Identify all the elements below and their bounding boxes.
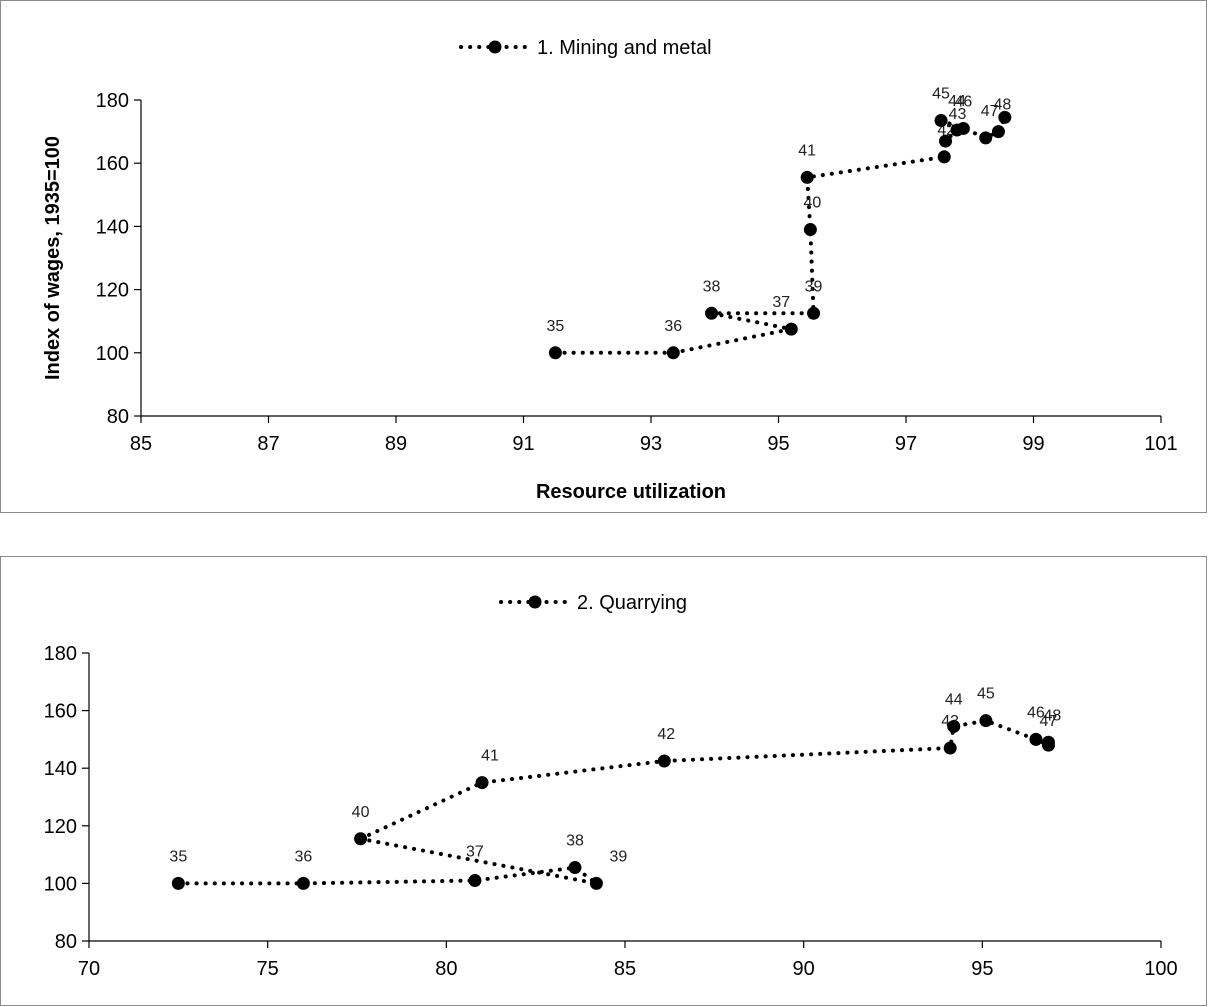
mining-point-label: 35	[546, 318, 564, 335]
series-line	[176, 718, 1051, 886]
quarrying-point	[947, 719, 961, 733]
y-tick-label: 160	[96, 153, 129, 175]
chart-panel-mining: 80 100 120 140 160 180 85 87 89 91 93 95 97 99 101 Reso…	[0, 0, 1207, 513]
x-tick-label: 87	[257, 433, 279, 455]
quarrying-point-label: 42	[657, 726, 675, 743]
quarrying-point-label: 47	[1040, 713, 1058, 730]
mining-point-label: 45	[932, 86, 950, 103]
y-tick-label: 100	[44, 873, 77, 895]
quarrying-point	[979, 714, 993, 728]
legend-marker	[488, 40, 502, 54]
quarrying-point	[589, 876, 603, 890]
mining-point	[979, 131, 993, 145]
legend-marker	[528, 595, 542, 609]
mining-point-label: 41	[798, 142, 816, 159]
mining-point-label: 47	[981, 103, 999, 120]
y-tick-label: 180	[96, 90, 129, 112]
mining-point	[705, 306, 719, 320]
mining-point	[956, 121, 970, 135]
mining-point-label: 38	[703, 278, 721, 295]
series-line	[553, 115, 1007, 355]
quarrying-point-label: 41	[481, 748, 499, 765]
legend-label: 2. Quarrying	[577, 592, 687, 614]
y-axis-title: Index of wages, 1935=100	[42, 136, 64, 380]
mining-point	[998, 110, 1012, 124]
y-tick-label: 80	[107, 406, 129, 428]
x-tick-label: 89	[385, 433, 407, 455]
x-tick-label: 75	[257, 958, 279, 980]
mining-point-label: 37	[772, 294, 790, 311]
chart-quarrying: 80 100 120 140 160 180 70 75 80 85 90 95 100 2. Quarr…	[44, 592, 1178, 980]
quarrying-point	[468, 874, 482, 888]
x-tick-label: 95	[971, 958, 993, 980]
mining-point	[666, 346, 680, 360]
quarrying-point-label: 37	[466, 844, 484, 861]
x-tick-label: 70	[78, 958, 100, 980]
quarrying-point	[943, 741, 957, 755]
quarrying-point	[171, 876, 185, 890]
mining-point-label: 46	[954, 93, 972, 110]
quarrying-point	[296, 876, 310, 890]
quarrying-point	[657, 754, 671, 768]
x-tick-label: 101	[1144, 433, 1177, 455]
quarrying-point-label: 36	[295, 848, 313, 865]
quarrying-point-label: 35	[169, 848, 187, 865]
y-tick-label: 80	[55, 931, 77, 953]
y-tick-label: 100	[96, 343, 129, 365]
legend-label: 1. Mining and metal	[537, 37, 712, 59]
mining-point-label: 39	[805, 278, 823, 295]
mining-point-label: 36	[664, 318, 682, 335]
x-tick-label: 97	[895, 433, 917, 455]
y-tick-label: 180	[44, 643, 77, 665]
legend: 2. Quarrying	[499, 592, 687, 614]
quarrying-point-label: 38	[566, 833, 584, 850]
y-tick-label: 120	[96, 280, 129, 302]
legend: 1. Mining and metal	[459, 37, 712, 59]
mining-point	[784, 322, 798, 336]
y-tick-label: 140	[44, 758, 77, 780]
mining-point	[803, 223, 817, 237]
mining-point	[548, 346, 562, 360]
quarrying-point-label: 46	[1027, 704, 1045, 721]
quarrying-point	[354, 832, 368, 846]
x-tick-label: 85	[614, 958, 636, 980]
quarrying-point-label: 45	[977, 686, 995, 703]
mining-point	[939, 134, 953, 148]
quarrying-point	[475, 776, 489, 790]
mining-point-label: 43	[949, 106, 967, 123]
quarrying-point-label: 48	[1044, 707, 1062, 724]
quarrying-point	[568, 861, 582, 875]
x-tick-label: 80	[435, 958, 457, 980]
mining-point	[937, 150, 951, 164]
mining-point-label: 48	[994, 97, 1012, 114]
x-tick-label: 85	[130, 433, 152, 455]
quarrying-point-label: 44	[945, 691, 963, 708]
x-tick-label: 95	[767, 433, 789, 455]
mining-point-label: 44	[948, 93, 966, 110]
quarrying-point-label: 40	[352, 804, 370, 821]
quarrying-axes: 80 100 120 140 160 180 70 75 80 85 90 95 100	[44, 643, 1178, 980]
x-tick-label: 100	[1144, 958, 1177, 980]
quarrying-point	[1041, 735, 1055, 749]
x-axis-title: Resource utilization	[536, 481, 726, 503]
mining-axes: 80 100 120 140 160 180 85 87 89 91 93 95 97 99 101	[96, 90, 1178, 455]
mining-point	[991, 125, 1005, 139]
quarrying-point	[1029, 732, 1043, 746]
mining-point	[934, 114, 948, 128]
x-tick-label: 91	[512, 433, 534, 455]
mining-point	[800, 170, 814, 184]
x-tick-label: 90	[793, 958, 815, 980]
x-tick-label: 99	[1022, 433, 1044, 455]
quarrying-point-label: 39	[610, 848, 628, 865]
y-tick-label: 160	[44, 701, 77, 723]
mining-point-label: 40	[803, 195, 821, 212]
x-tick-label: 93	[640, 433, 662, 455]
y-tick-label: 120	[44, 816, 77, 838]
y-tick-label: 140	[96, 216, 129, 238]
mining-point	[807, 306, 821, 320]
chart-panel-quarrying: 80 100 120 140 160 180 70 75 80 85 90 95 100 2. Quarr…	[0, 556, 1207, 1006]
chart-mining-and-metal: 80 100 120 140 160 180 85 87 89 91 93 95 97 99 101 Reso…	[42, 37, 1178, 503]
